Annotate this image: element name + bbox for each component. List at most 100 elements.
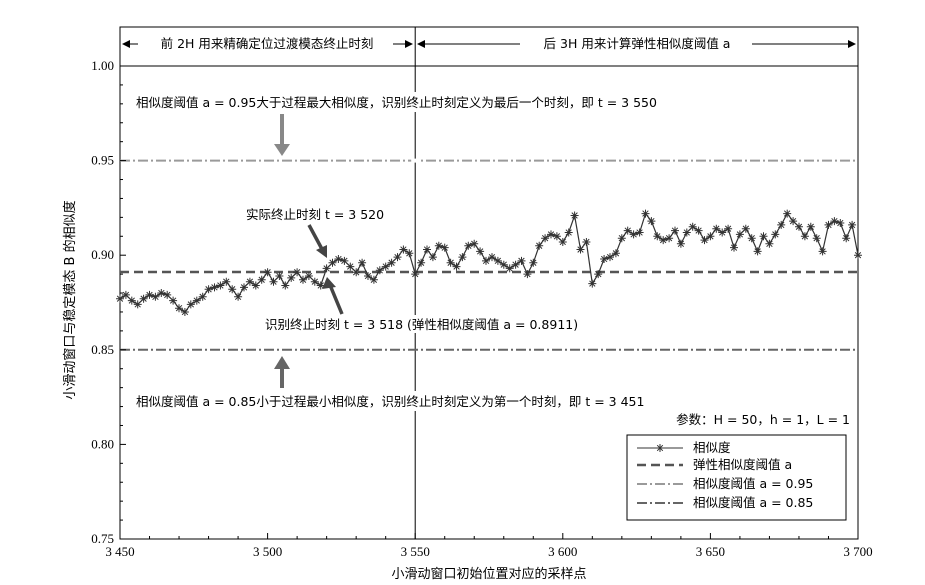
- legend: 相似度 弹性相似度阈值 a 相似度阈值 a = 0.95 相似度阈值 a = 0…: [626, 434, 847, 521]
- data-point: [192, 296, 201, 305]
- data-point: [830, 217, 839, 226]
- data-point: [434, 241, 443, 250]
- y-tick-label: 0.90: [91, 247, 114, 262]
- data-point: [381, 262, 390, 271]
- data-point: [228, 285, 237, 294]
- data-point: [718, 228, 727, 237]
- y-tick-label: 0.80: [91, 436, 114, 451]
- data-point: [393, 253, 402, 262]
- data-point: [665, 234, 674, 243]
- data-point: [676, 239, 685, 248]
- data-point: [387, 258, 396, 267]
- data-point: [541, 234, 550, 243]
- x-axis: 3 450 3 500 3 550 3 600 3 650 3 700: [105, 533, 873, 559]
- data-point: [535, 241, 544, 250]
- data-point: [216, 281, 225, 290]
- data-point: [257, 275, 266, 284]
- data-point: [564, 228, 573, 237]
- header-left-text: 前 2H 用来精确定位过渡模态终止时刻: [161, 36, 374, 51]
- annotation-actual-end: 实际终止时刻 t = 3 520: [246, 207, 384, 222]
- data-point: [269, 277, 278, 286]
- plot-frame: [119, 26, 859, 540]
- data-point: [358, 258, 367, 267]
- data-point: [275, 272, 284, 280]
- data-point: [476, 247, 485, 256]
- data-point: [245, 277, 254, 286]
- y-axis-title: 小滑动窗口与稳定模态 B 的相似度: [62, 200, 78, 399]
- data-point: [417, 258, 426, 267]
- data-point: [145, 290, 154, 299]
- y-tick-label: 0.75: [91, 531, 114, 546]
- data-point: [482, 256, 490, 265]
- data-point: [369, 275, 378, 284]
- threshold-lines: [120, 158, 858, 351]
- data-point: [210, 283, 219, 292]
- data-point: [789, 217, 798, 226]
- legend-marker-asterisk-icon: [656, 444, 664, 452]
- annotation-identified-end: 识别终止时刻 t = 3 518 (弹性相似度阈值 a = 0.8911): [265, 317, 578, 332]
- data-point: [576, 245, 585, 254]
- data-point: [783, 209, 792, 218]
- data-point: [222, 277, 231, 286]
- y-tick-label: 0.95: [91, 153, 114, 168]
- data-point: [180, 308, 189, 316]
- data-point: [240, 283, 248, 292]
- data-point: [777, 220, 786, 229]
- y-tick-label: 1.00: [91, 58, 114, 73]
- data-point: [511, 260, 520, 269]
- parameters-text: 参数：H = 50，h = 1，L = 1: [676, 412, 850, 427]
- data-point: [281, 281, 290, 290]
- data-point: [582, 238, 591, 246]
- data-point: [458, 253, 467, 262]
- data-point: [854, 251, 862, 260]
- data-point: [765, 239, 774, 248]
- data-point: [671, 226, 679, 235]
- data-point: [452, 262, 461, 271]
- data-point: [570, 211, 579, 220]
- data-point: [322, 264, 331, 273]
- data-point: [127, 296, 136, 305]
- data-point: [299, 275, 307, 284]
- data-point: [617, 234, 626, 243]
- x-tick-label: 3 500: [253, 544, 282, 559]
- data-point: [116, 294, 124, 303]
- data-point: [287, 273, 296, 282]
- data-point: [611, 249, 620, 258]
- data-point: [724, 224, 733, 233]
- data-point: [517, 256, 526, 265]
- data-point: [505, 264, 514, 273]
- data-point: [800, 232, 809, 241]
- similarity-series: [116, 209, 862, 316]
- data-point: [824, 220, 833, 229]
- data-point: [151, 292, 160, 301]
- legend-asterisk: [656, 444, 664, 452]
- data-point: [293, 268, 302, 277]
- x-tick-label: 3 550: [401, 544, 430, 559]
- legend-box: [626, 434, 847, 521]
- data-point: [446, 258, 455, 267]
- data-point: [735, 230, 744, 239]
- data-point: [470, 239, 479, 248]
- data-point: [121, 290, 130, 299]
- data-point: [688, 222, 697, 231]
- threshold-gap: [411, 158, 420, 163]
- data-point: [588, 279, 597, 288]
- data-point: [836, 219, 845, 227]
- data-point: [753, 247, 762, 256]
- data-point: [488, 253, 496, 262]
- data-point: [747, 234, 756, 243]
- data-point: [523, 270, 532, 279]
- data-point: [428, 253, 437, 262]
- data-point: [375, 266, 384, 275]
- x-axis-title: 小滑动窗口初始位置对应的采样点: [391, 566, 586, 582]
- arrow-actual-end: [307, 224, 325, 252]
- data-point: [706, 232, 715, 241]
- data-point: [759, 232, 768, 241]
- data-point: [499, 260, 508, 269]
- legend-entry-similarity: 相似度: [693, 440, 731, 455]
- data-point: [547, 230, 555, 239]
- data-point: [623, 226, 632, 235]
- data-point: [234, 292, 243, 301]
- x-tick-label: 3 600: [548, 544, 577, 559]
